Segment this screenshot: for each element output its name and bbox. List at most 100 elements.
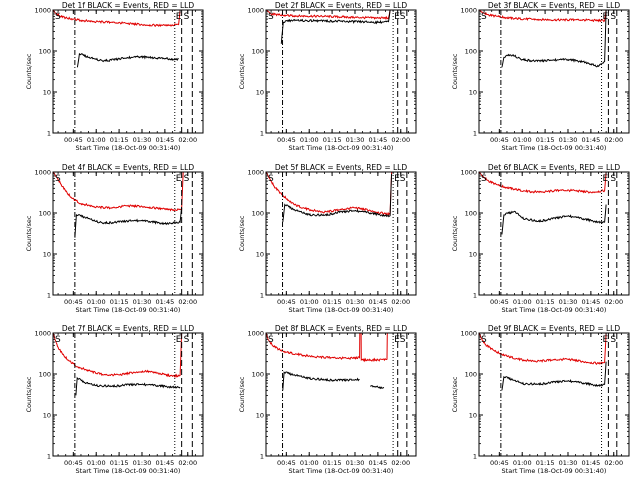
y-tick-label: 100 (465, 371, 477, 379)
x-tick-label: 01:00 (300, 298, 319, 306)
start-label: S (481, 12, 487, 22)
x-tick-label: 01:30 (346, 298, 365, 306)
panel-title: Det 4f BLACK = Events, RED = LLD (62, 163, 195, 172)
end-label: E (603, 12, 609, 22)
x-axis-label: Start Time (18-Oct-09 00:31:40) (76, 467, 181, 475)
start-label: S (268, 12, 274, 22)
x-tick-label: 02:00 (604, 459, 623, 467)
y-tick-label: 1 (473, 292, 477, 300)
y-tick-label: 10 (43, 251, 51, 259)
x-axis-label: Start Time (18-Oct-09 00:31:40) (502, 144, 607, 152)
x-tick-label: 01:15 (536, 298, 555, 306)
y-tick-label: 10 (469, 412, 477, 420)
y-tick-label: 10 (469, 251, 477, 259)
y-axis-label: Counts/sec (451, 376, 459, 412)
plot-frame (265, 332, 417, 457)
x-tick-label: 01:30 (133, 136, 152, 144)
saa-start-label: S (184, 335, 190, 345)
x-tick-label: 01:30 (346, 459, 365, 467)
x-axis-label: Start Time (18-Oct-09 00:31:40) (289, 144, 394, 152)
y-axis-label: Counts/sec (238, 215, 246, 251)
plot-frame (478, 9, 630, 134)
y-tick-label: 1 (260, 453, 264, 461)
lld-series-line (478, 332, 607, 365)
x-tick-label: 01:45 (368, 136, 387, 144)
y-tick-label: 1 (47, 130, 51, 138)
x-axis-label: Start Time (18-Oct-09 00:31:40) (76, 144, 181, 152)
x-tick-label: 01:00 (300, 459, 319, 467)
y-tick-label: 1000 (34, 330, 51, 338)
y-tick-label: 100 (39, 210, 51, 218)
start-label: S (55, 12, 61, 22)
y-tick-label: 1000 (460, 330, 477, 338)
end-label: E (176, 12, 182, 22)
x-axis-label: Start Time (18-Oct-09 00:31:40) (289, 306, 394, 314)
panel-title: Det 3f BLACK = Events, RED = LLD (488, 1, 621, 10)
events-series-line (280, 9, 391, 44)
lld-series-line (265, 171, 393, 216)
y-tick-label: 1 (47, 453, 51, 461)
x-tick-label: 01:00 (87, 136, 106, 144)
y-tick-label: 100 (252, 210, 264, 218)
events-series-line (74, 206, 183, 238)
x-tick-label: 01:30 (346, 136, 365, 144)
events-series-line (501, 204, 607, 235)
saa-start-label: S (184, 12, 190, 22)
x-tick-label: 01:15 (323, 136, 342, 144)
saa-start-label: S (400, 12, 406, 22)
saa-start-label: S (610, 335, 616, 345)
x-tick-label: 01:15 (536, 136, 555, 144)
x-tick-label: 00:45 (490, 298, 509, 306)
lld-series-line (478, 171, 607, 194)
x-tick-label: 02:00 (604, 298, 623, 306)
x-tick-label: 00:45 (64, 459, 83, 467)
start-label: S (481, 174, 487, 184)
x-tick-label: 02:00 (391, 298, 410, 306)
x-tick-label: 02:00 (178, 298, 197, 306)
x-tick-label: 00:45 (64, 298, 83, 306)
x-tick-label: 01:15 (110, 298, 129, 306)
x-tick-label: 02:00 (391, 136, 410, 144)
events-series-line (501, 9, 607, 68)
y-tick-label: 100 (39, 371, 51, 379)
plot-frame (265, 171, 417, 296)
y-tick-label: 100 (252, 48, 264, 56)
x-axis-label: Start Time (18-Oct-09 00:31:40) (502, 306, 607, 314)
lld-series-line (52, 9, 181, 28)
x-axis-label: Start Time (18-Oct-09 00:31:40) (289, 467, 394, 475)
x-tick-label: 01:30 (559, 136, 578, 144)
x-tick-label: 02:00 (391, 459, 410, 467)
end-label: E (603, 335, 609, 345)
plot-frame (265, 9, 417, 134)
x-tick-label: 00:45 (277, 136, 296, 144)
lld-series-line (265, 332, 388, 363)
y-tick-label: 100 (252, 371, 264, 379)
x-tick-label: 00:45 (490, 136, 509, 144)
y-tick-label: 1 (47, 292, 51, 300)
x-tick-label: 01:15 (110, 136, 129, 144)
plot-frame (478, 171, 630, 296)
y-axis-label: Counts/sec (451, 215, 459, 251)
y-axis-label: Counts/sec (25, 215, 33, 251)
end-label: E (394, 174, 400, 184)
x-axis-label: Start Time (18-Oct-09 00:31:40) (502, 467, 607, 475)
panel-title: Det 8f BLACK = Events, RED = LLD (275, 324, 408, 333)
x-tick-label: 01:45 (581, 136, 600, 144)
x-tick-label: 00:45 (277, 459, 296, 467)
x-tick-label: 01:30 (133, 459, 152, 467)
y-tick-label: 10 (43, 89, 51, 97)
x-tick-label: 01:00 (87, 459, 106, 467)
x-tick-label: 00:45 (490, 459, 509, 467)
y-tick-label: 1 (473, 130, 477, 138)
x-tick-label: 01:45 (155, 298, 174, 306)
x-tick-label: 01:15 (323, 298, 342, 306)
plot-frame (52, 9, 204, 134)
x-tick-label: 02:00 (178, 136, 197, 144)
x-tick-label: 00:45 (277, 298, 296, 306)
x-tick-label: 01:45 (368, 298, 387, 306)
y-tick-label: 10 (256, 412, 264, 420)
